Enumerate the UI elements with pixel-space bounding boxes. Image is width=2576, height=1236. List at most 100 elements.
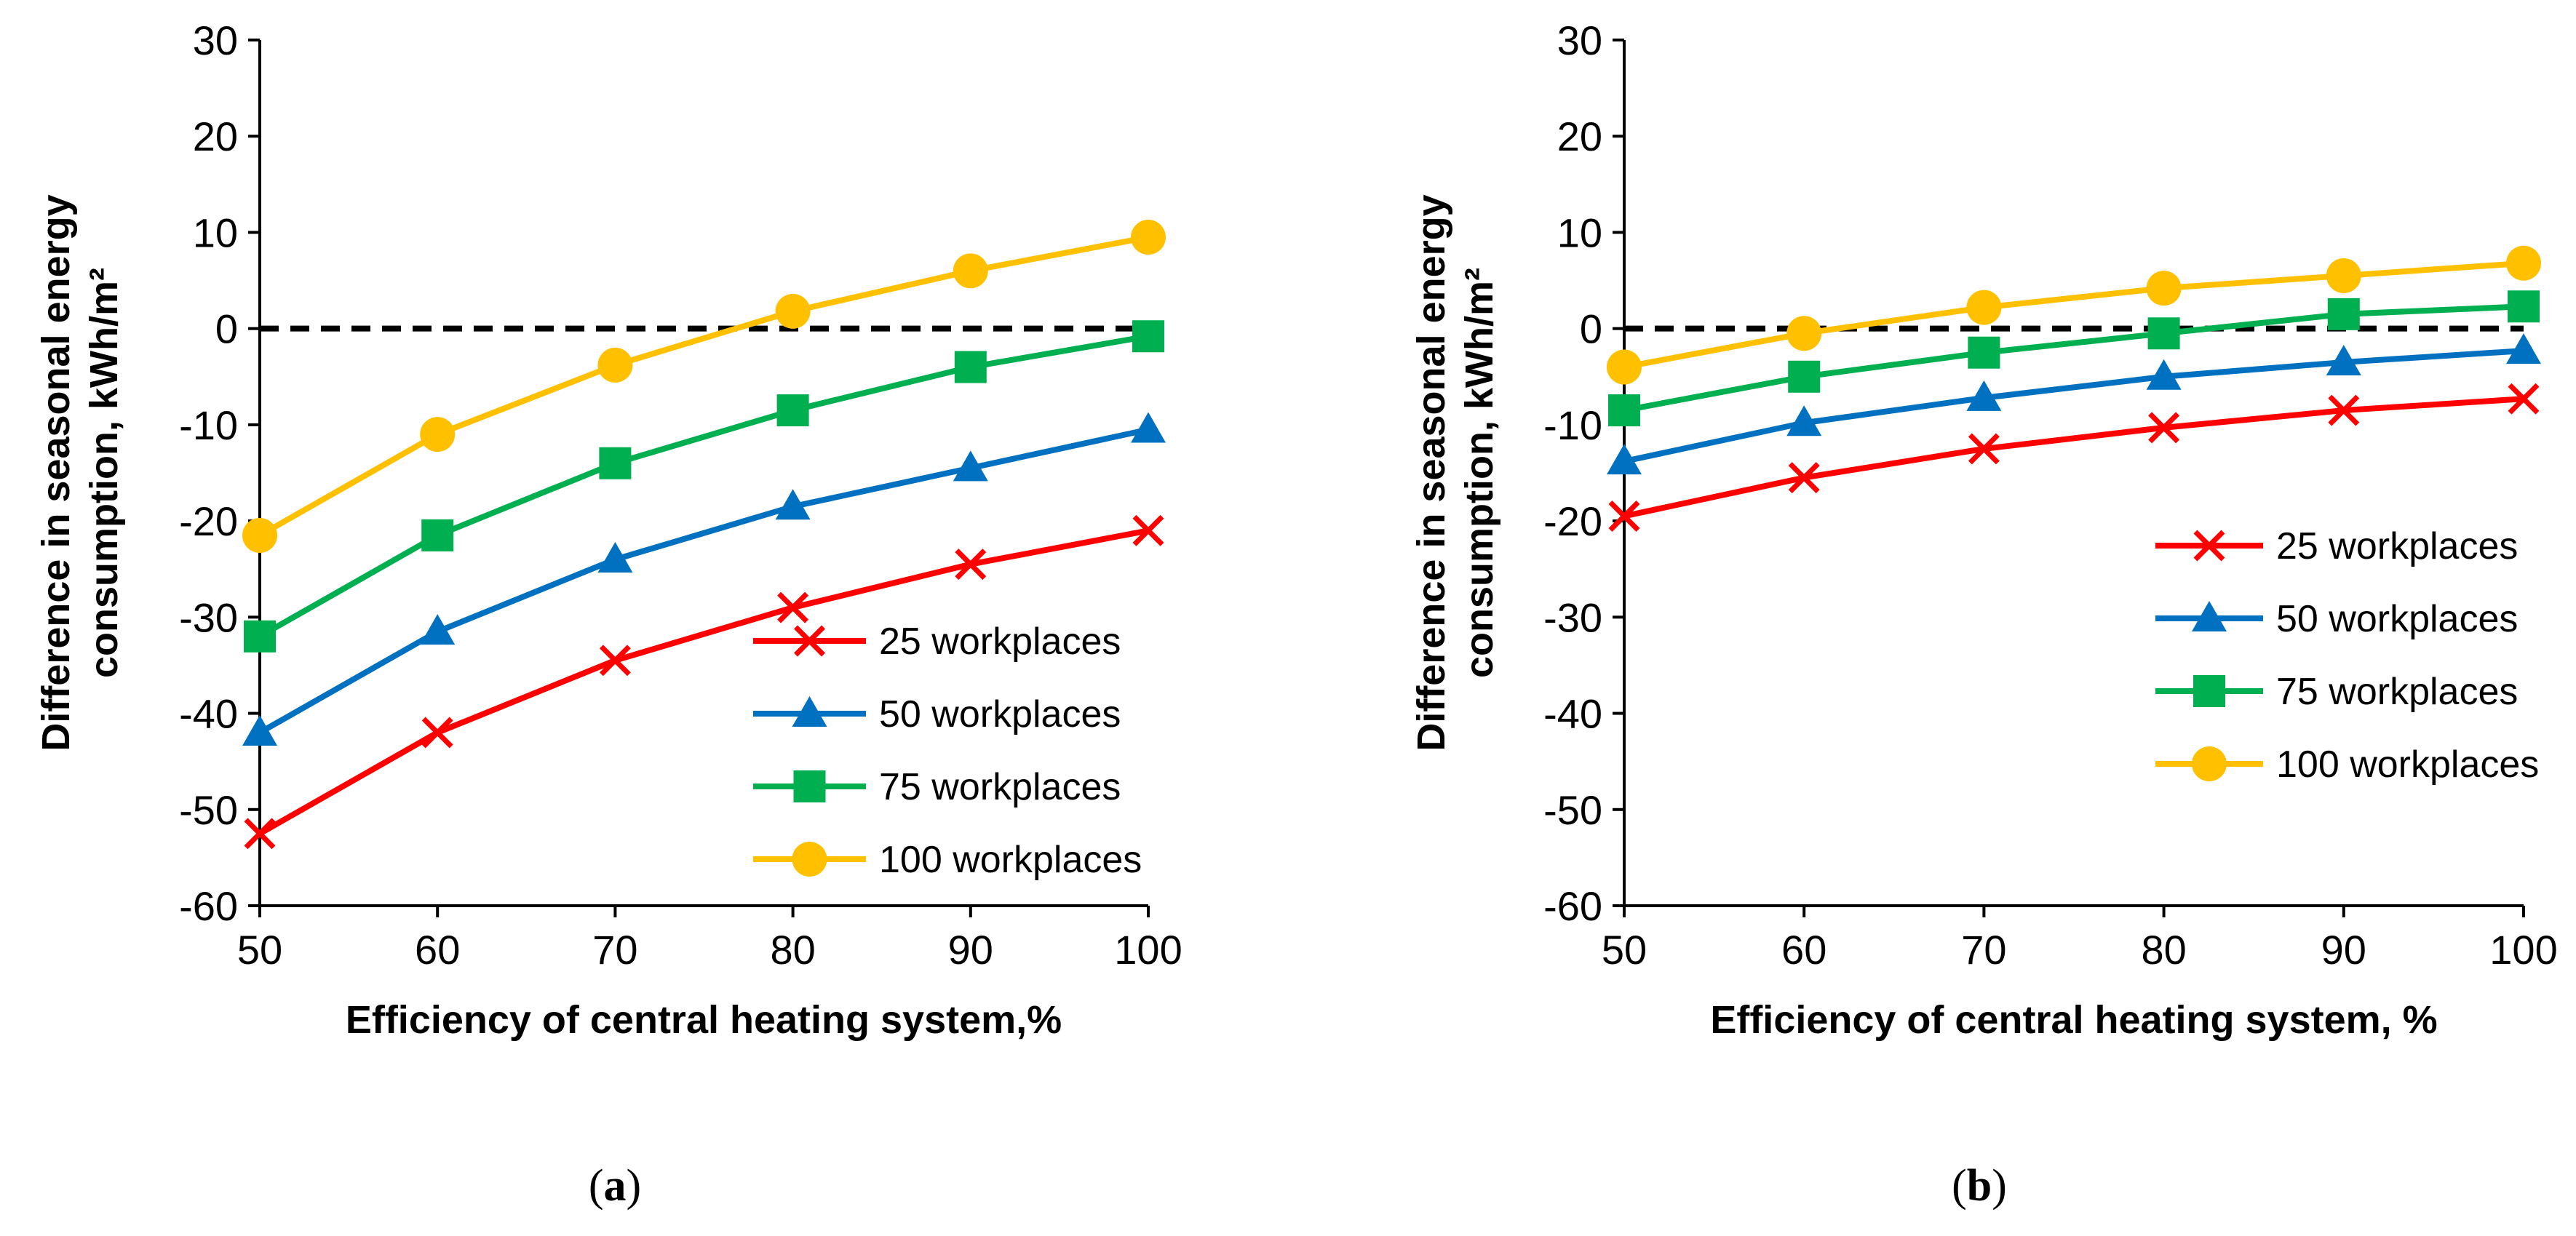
x-tick-label: 100 bbox=[1114, 927, 1182, 973]
legend: 25 workplaces 50 workplaces 75 workplaces 1… bbox=[753, 621, 1142, 881]
x-tick-label: 50 bbox=[237, 927, 282, 973]
data-point-marker bbox=[597, 542, 633, 573]
data-point-marker bbox=[1786, 405, 1822, 436]
data-point-marker bbox=[2506, 245, 2541, 281]
data-point-marker bbox=[421, 519, 454, 551]
data-point-marker bbox=[1788, 462, 1820, 494]
data-point-marker bbox=[1788, 360, 1821, 393]
y-tick-label: -50 bbox=[1543, 787, 1602, 833]
y-tick-label: -10 bbox=[1543, 402, 1602, 448]
data-point-marker bbox=[420, 417, 456, 452]
x-tick-label: 90 bbox=[948, 927, 993, 973]
data-point-marker bbox=[1132, 320, 1164, 353]
series-line-75-workplaces bbox=[258, 333, 1149, 639]
data-point-marker bbox=[954, 351, 987, 383]
legend-marker bbox=[794, 625, 825, 657]
x-tick-label: 80 bbox=[2141, 927, 2186, 973]
y-tick-label: -20 bbox=[1543, 498, 1602, 544]
x-tick-label: 70 bbox=[1961, 927, 2006, 973]
data-point-marker bbox=[2148, 412, 2180, 444]
legend-marker bbox=[792, 696, 827, 727]
legend-marker bbox=[2192, 746, 2227, 781]
y-tick-label: -50 bbox=[179, 787, 238, 833]
legend-marker bbox=[2192, 601, 2227, 631]
y-tick-label: 0 bbox=[1580, 306, 1602, 352]
y-axis-title-line1: Difference in seasonal energy bbox=[34, 194, 78, 751]
y-tick-label: -10 bbox=[179, 402, 238, 448]
data-point-marker bbox=[2328, 394, 2360, 426]
data-point-marker bbox=[955, 549, 987, 581]
y-tick-label: 30 bbox=[193, 17, 238, 63]
x-tick-label: 80 bbox=[770, 927, 815, 973]
legend-label: 50 workplaces bbox=[879, 693, 1121, 735]
legend-label: 25 workplaces bbox=[2276, 525, 2518, 567]
series-line-50-workplaces bbox=[258, 426, 1149, 735]
data-point-marker bbox=[953, 253, 988, 289]
x-tick-label: 90 bbox=[2321, 927, 2366, 973]
data-point-marker bbox=[777, 591, 809, 623]
legend-marker bbox=[2193, 675, 2225, 707]
data-point-marker bbox=[599, 447, 632, 479]
y-axis-title-line2: consumption, kWh/m² bbox=[1458, 268, 1501, 678]
x-axis-title: Efficiency of central heating system, % bbox=[1710, 998, 2437, 1042]
data-point-marker bbox=[2146, 359, 2182, 390]
series-line-75-workplaces bbox=[1623, 303, 2524, 413]
data-point-marker bbox=[1968, 336, 2000, 369]
y-tick-label: -60 bbox=[1543, 883, 1602, 929]
legend-label: 25 workplaces bbox=[879, 621, 1121, 663]
data-point-marker bbox=[2508, 290, 2540, 323]
y-tick-label: 0 bbox=[215, 306, 238, 352]
legend-label: 100 workplaces bbox=[879, 839, 1142, 881]
data-point-marker bbox=[2146, 271, 2182, 306]
data-point-marker bbox=[775, 489, 811, 520]
y-tick-label: -40 bbox=[1543, 691, 1602, 737]
data-point-marker bbox=[1607, 349, 1642, 385]
data-point-marker bbox=[775, 293, 811, 329]
data-point-marker bbox=[242, 715, 277, 746]
series-line-25-workplaces bbox=[258, 527, 1149, 837]
data-point-marker bbox=[776, 394, 809, 427]
data-point-marker bbox=[1607, 444, 1642, 475]
data-point-marker bbox=[1968, 433, 2000, 465]
legend-label: 75 workplaces bbox=[2276, 671, 2518, 713]
data-point-marker bbox=[1786, 316, 1822, 351]
x-tick-label: 70 bbox=[592, 927, 637, 973]
y-axis-title: Difference in seasonal energy consumption… bbox=[34, 194, 126, 751]
panel-label-letter: b bbox=[1967, 1161, 1992, 1211]
y-axis-title-line1: Difference in seasonal energy bbox=[1410, 194, 1453, 751]
x-tick-label: 60 bbox=[415, 927, 460, 973]
data-point-marker bbox=[1966, 290, 2002, 325]
x-tick-label: 100 bbox=[2489, 927, 2557, 973]
legend-label: 50 workplaces bbox=[2276, 598, 2518, 640]
data-point-marker bbox=[2327, 298, 2360, 330]
data-point-marker bbox=[599, 645, 631, 677]
y-tick-label: 20 bbox=[1557, 113, 1602, 159]
x-tick-label: 60 bbox=[1781, 927, 1826, 973]
data-point-marker bbox=[421, 717, 453, 749]
data-point-marker bbox=[953, 450, 988, 482]
data-point-marker bbox=[1131, 412, 1166, 443]
legend-marker bbox=[2193, 530, 2225, 562]
data-point-marker bbox=[244, 620, 276, 653]
panel-label: (a) bbox=[589, 1161, 641, 1211]
panel-label-open: ( bbox=[589, 1161, 604, 1211]
panel-label-letter: a bbox=[604, 1161, 627, 1211]
y-tick-label: -60 bbox=[179, 883, 238, 929]
legend-label: 100 workplaces bbox=[2276, 743, 2539, 786]
panel-label-close: ) bbox=[1992, 1161, 2007, 1211]
y-tick-label: 10 bbox=[1557, 210, 1602, 255]
panel-label-close: ) bbox=[627, 1161, 642, 1211]
data-point-marker bbox=[1608, 501, 1640, 532]
y-tick-label: -30 bbox=[179, 594, 238, 640]
data-point-marker bbox=[242, 517, 277, 553]
data-point-marker bbox=[420, 614, 456, 645]
y-tick-label: -20 bbox=[179, 498, 238, 544]
panel-label: (b) bbox=[1952, 1161, 2007, 1211]
data-point-marker bbox=[1966, 380, 2002, 411]
data-point-marker bbox=[244, 818, 276, 850]
legend-marker bbox=[793, 770, 826, 802]
data-point-marker bbox=[1132, 514, 1164, 546]
